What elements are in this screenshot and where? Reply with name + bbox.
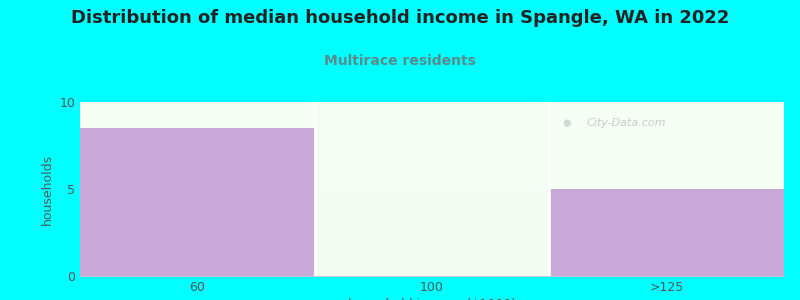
Text: Distribution of median household income in Spangle, WA in 2022: Distribution of median household income … xyxy=(71,9,729,27)
Bar xyxy=(314,102,550,276)
X-axis label: household income ($1000): household income ($1000) xyxy=(348,298,516,300)
Text: Multirace residents: Multirace residents xyxy=(324,54,476,68)
Y-axis label: households: households xyxy=(41,153,54,225)
Bar xyxy=(550,189,784,276)
Text: ●: ● xyxy=(562,118,570,128)
Bar xyxy=(80,128,314,276)
Text: City-Data.com: City-Data.com xyxy=(587,118,666,128)
